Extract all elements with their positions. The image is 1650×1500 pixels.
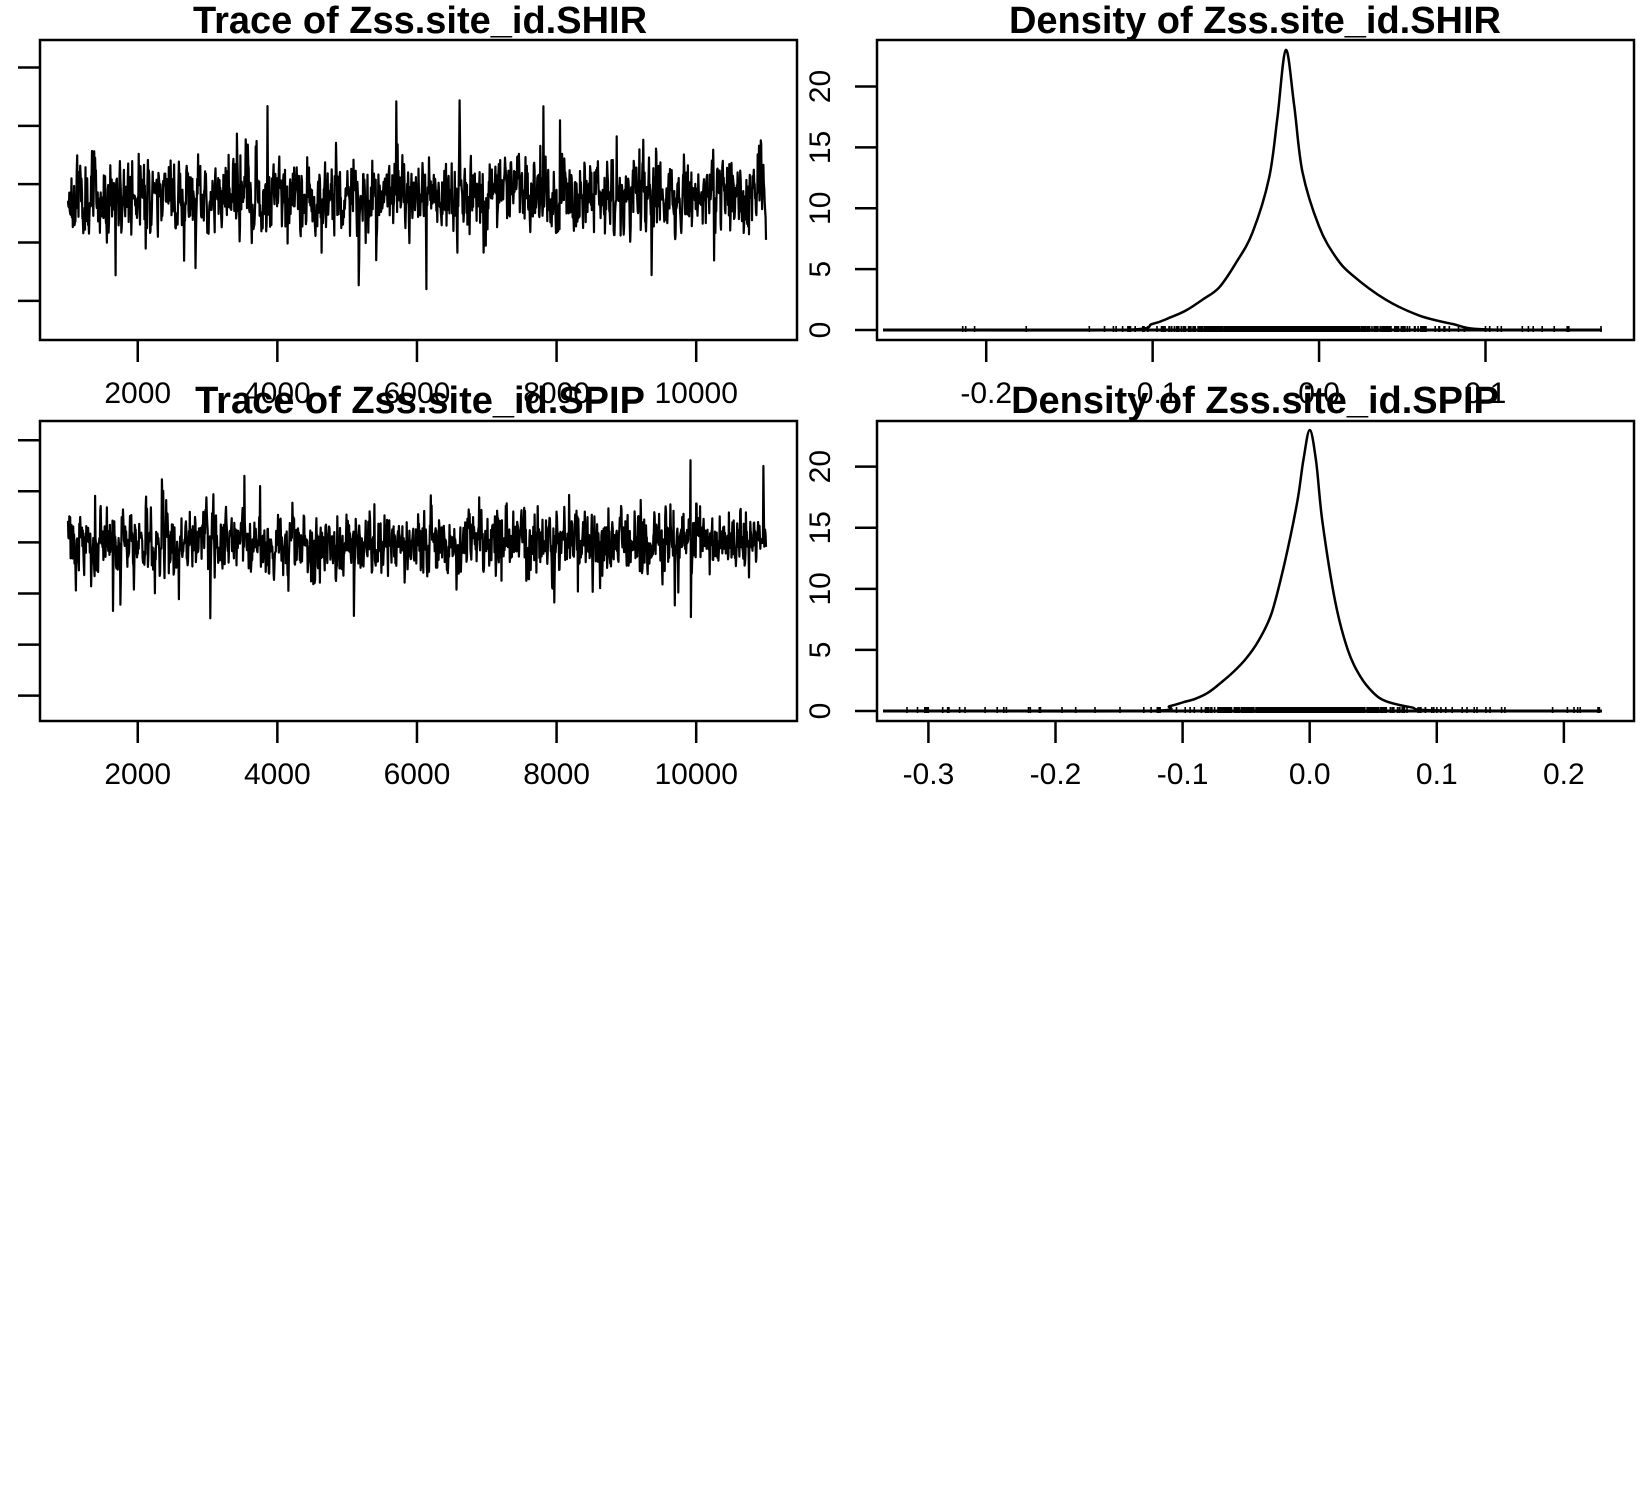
- x-tick-label: 0.0: [1298, 377, 1340, 410]
- y-tick-label: 20: [804, 450, 837, 483]
- panel-density-shir: Density of Zss.site_id.SHIR -0.2 -0.1 0.0 0…: [804, 0, 1636, 410]
- x-tick-label: 8000: [523, 758, 590, 791]
- panel-trace-shir: Trace of Zss.site_id.SHIR 2000 4000 6000 80…: [18, 0, 799, 410]
- y-tick-label: 0: [804, 322, 837, 339]
- density-curve: [902, 48, 1603, 332]
- trace-spip-x-axis: 2000 4000 6000 8000 10000: [104, 721, 738, 791]
- x-tick-label: 0.2: [1543, 758, 1585, 791]
- trace-shir-plot-region: [66, 99, 768, 291]
- x-tick-label: 10000: [654, 377, 737, 410]
- panel-trace-spip: Trace of Zss.site_id.SPIP 2000 4000 6000 80…: [18, 380, 799, 791]
- x-tick-label: -0.2: [960, 377, 1012, 410]
- title-density-spip: Density of Zss.site_id.SPIP: [1011, 380, 1499, 422]
- y-tick-label: 15: [804, 131, 837, 164]
- panel-density-spip: Density of Zss.site_id.SPIP -0.3 -0.2 -0.1…: [804, 380, 1636, 791]
- x-tick-label: 4000: [244, 758, 311, 791]
- y-tick-label: 5: [804, 261, 837, 278]
- density-shir-x-axis: -0.2 -0.1 0.0 0.1: [960, 340, 1506, 410]
- x-tick-label: 6000: [384, 377, 451, 410]
- trace-shir-frame: [38, 38, 799, 342]
- x-tick-label: 6000: [384, 758, 451, 791]
- y-tick-label: 20: [804, 70, 837, 103]
- title-trace-spip: Trace of Zss.site_id.SPIP: [195, 380, 645, 422]
- density-curve: [902, 428, 1603, 713]
- y-tick-label: 10: [804, 572, 837, 605]
- y-tick-label: 0: [804, 703, 837, 720]
- trace-line: [66, 99, 768, 291]
- x-tick-label: 10000: [654, 758, 737, 791]
- y-tick-label: 10: [804, 192, 837, 225]
- y-tick-label: 5: [804, 642, 837, 659]
- x-tick-label: -0.1: [1127, 377, 1179, 410]
- title-trace-shir: Trace of Zss.site_id.SHIR: [193, 0, 647, 42]
- x-tick-label: -0.1: [1157, 758, 1209, 791]
- x-tick-label: -0.3: [903, 758, 955, 791]
- trace-spip-plot-region: [66, 459, 768, 620]
- trace-shir-y-axis: [18, 66, 40, 303]
- density-shir-y-axis: 0 5 10 15 20: [804, 70, 877, 339]
- title-density-shir: Density of Zss.site_id.SHIR: [1009, 0, 1501, 42]
- x-tick-label: -0.2: [1030, 758, 1082, 791]
- density-spip-plot-region: [883, 428, 1603, 713]
- density-spip-y-axis: 0 5 10 15 20: [804, 450, 877, 719]
- x-tick-label: 0.0: [1289, 758, 1331, 791]
- x-tick-label: 2000: [104, 758, 171, 791]
- density-spip-frame: [875, 419, 1636, 723]
- x-tick-label: 4000: [244, 377, 311, 410]
- y-tick-label: 15: [804, 511, 837, 544]
- density-shir-plot-region: [883, 48, 1603, 332]
- trace-shir-x-axis: 2000 4000 6000 8000 10000: [104, 340, 738, 410]
- density-shir-frame: [875, 38, 1636, 342]
- trace-spip-frame: [38, 419, 799, 723]
- trace-spip-y-axis: [18, 438, 40, 697]
- x-tick-label: 8000: [523, 377, 590, 410]
- x-tick-label: 0.1: [1416, 758, 1458, 791]
- x-tick-label: 2000: [104, 377, 171, 410]
- density-spip-x-axis: -0.3 -0.2 -0.1 0.0 0.1 0.2: [903, 721, 1585, 791]
- trace-line: [66, 459, 768, 620]
- x-tick-label: 0.1: [1465, 377, 1507, 410]
